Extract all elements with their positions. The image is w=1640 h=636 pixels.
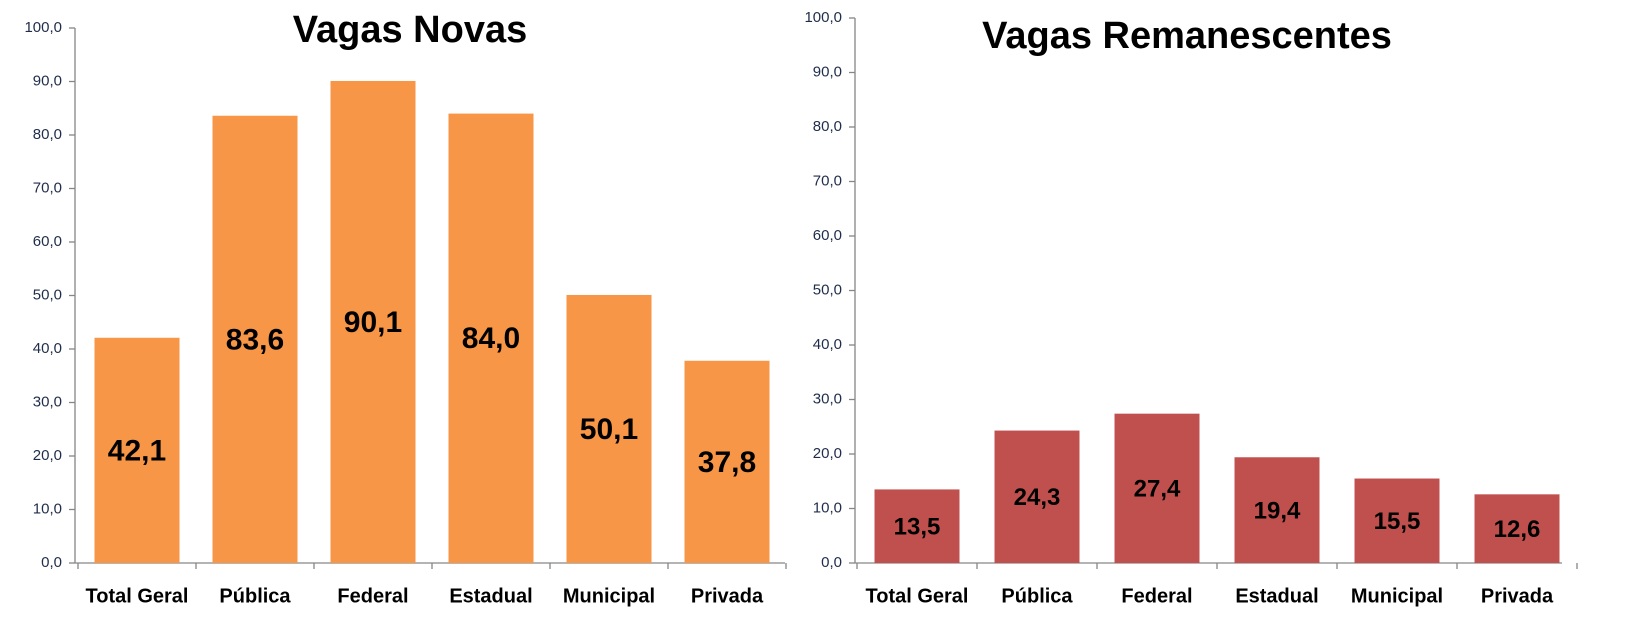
x-tick-label: Federal — [1121, 585, 1192, 607]
chart-title: Vagas Novas — [293, 9, 527, 51]
x-tick-label: Total Geral — [86, 585, 189, 607]
bar — [448, 113, 534, 563]
y-tick-label: 60,0 — [33, 233, 62, 250]
y-tick-label: 20,0 — [33, 447, 62, 464]
value-label: 84,0 — [462, 322, 520, 355]
bar — [1354, 478, 1440, 563]
bar — [874, 489, 960, 563]
x-tick-label: Municipal — [563, 585, 655, 607]
chart-title: Vagas Remanescentes — [982, 15, 1392, 57]
value-label: 27,4 — [1134, 476, 1181, 503]
x-tick-label: Estadual — [1235, 585, 1318, 607]
x-tick-label: Total Geral — [866, 585, 969, 607]
value-label: 50,1 — [580, 413, 638, 446]
value-label: 83,6 — [226, 323, 284, 356]
value-label: 37,8 — [698, 446, 756, 479]
y-tick-label: 40,0 — [33, 340, 62, 357]
bar — [1474, 494, 1560, 563]
value-label: 13,5 — [894, 514, 941, 541]
y-tick-label: 20,0 — [813, 445, 842, 462]
bar — [94, 337, 180, 563]
value-label: 15,5 — [1374, 508, 1421, 535]
bar — [1114, 413, 1200, 563]
y-tick-label: 0,0 — [41, 554, 62, 571]
y-tick-label: 60,0 — [813, 227, 842, 244]
y-tick-label: 90,0 — [33, 72, 62, 89]
y-tick-label: 90,0 — [813, 63, 842, 80]
value-label: 42,1 — [108, 434, 166, 467]
bar — [1234, 457, 1320, 563]
x-tick-label: Pública — [219, 585, 291, 607]
y-tick-label: 0,0 — [821, 554, 842, 571]
x-tick-label: Estadual — [449, 585, 532, 607]
value-label: 19,4 — [1254, 497, 1301, 524]
value-label: 24,3 — [1014, 484, 1061, 511]
y-tick-label: 40,0 — [813, 336, 842, 353]
x-tick-label: Privada — [1481, 585, 1554, 607]
y-tick-label: 100,0 — [24, 19, 62, 36]
y-tick-label: 80,0 — [813, 118, 842, 135]
y-tick-label: 50,0 — [33, 286, 62, 303]
y-tick-label: 30,0 — [813, 390, 842, 407]
bar — [566, 294, 652, 563]
bar — [994, 430, 1080, 563]
value-label: 12,6 — [1494, 516, 1541, 543]
y-tick-label: 70,0 — [813, 172, 842, 189]
y-tick-label: 100,0 — [804, 9, 842, 26]
value-label: 90,1 — [344, 306, 402, 339]
y-tick-label: 30,0 — [33, 393, 62, 410]
y-tick-label: 80,0 — [33, 126, 62, 143]
bar — [684, 360, 770, 563]
y-tick-label: 70,0 — [33, 179, 62, 196]
x-tick-label: Federal — [337, 585, 408, 607]
bar — [212, 115, 298, 564]
y-tick-label: 10,0 — [813, 499, 842, 516]
y-tick-label: 50,0 — [813, 281, 842, 298]
y-tick-label: 10,0 — [33, 500, 62, 517]
x-tick-label: Pública — [1001, 585, 1073, 607]
x-tick-label: Privada — [691, 585, 764, 607]
bar — [330, 80, 416, 563]
x-tick-label: Municipal — [1351, 585, 1443, 607]
